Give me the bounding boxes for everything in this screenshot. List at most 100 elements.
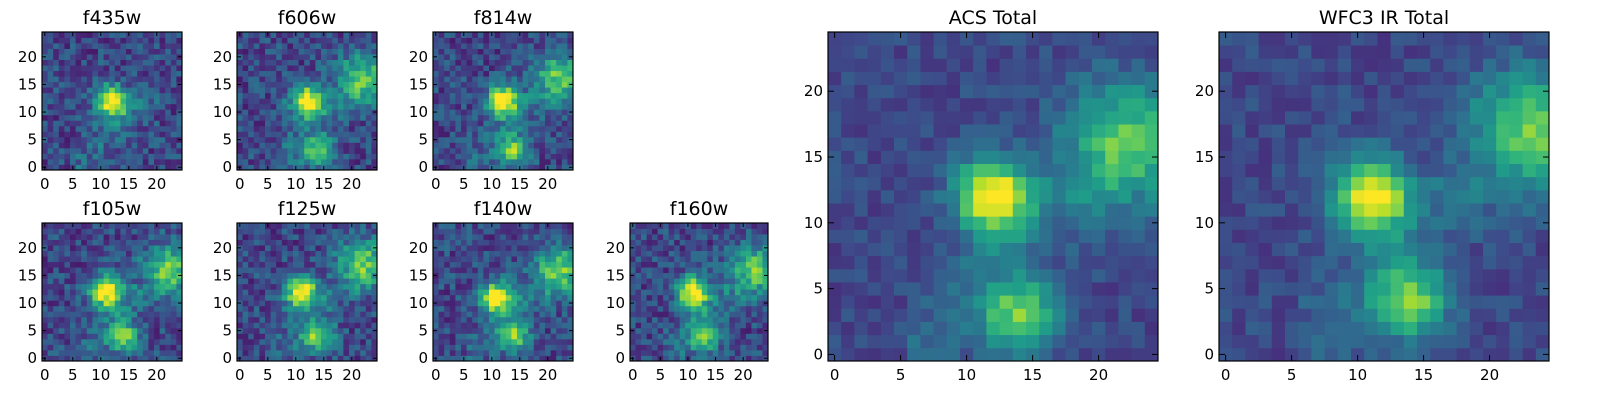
heatmap-cell: [343, 81, 350, 88]
heatmap-cell: [265, 245, 271, 251]
heatmap-cell: [483, 92, 490, 99]
heatmap-cell: [494, 272, 501, 279]
heatmap-cell: [142, 239, 149, 246]
heatmap-cell: [281, 355, 288, 362]
heatmap-cell: [505, 48, 512, 55]
heatmap-cell: [131, 81, 138, 88]
heatmap-cell: [533, 125, 540, 132]
heatmap-cell: [472, 136, 479, 143]
heatmap-cell: [690, 344, 697, 351]
heatmap-cell: [170, 158, 177, 165]
heatmap-cell: [360, 333, 367, 340]
heatmap-cell: [652, 327, 658, 334]
heatmap-cell: [337, 272, 344, 279]
heatmap-cell: [1078, 203, 1093, 217]
heatmap-cell: [165, 109, 172, 116]
heatmap-cell: [42, 87, 48, 94]
heatmap-cell: [360, 327, 367, 334]
heatmap-cell: [696, 333, 703, 340]
heatmap-cell: [237, 234, 243, 240]
heatmap-cell: [561, 256, 568, 263]
heatmap-cell: [343, 322, 350, 329]
heatmap-cell: [253, 98, 260, 105]
heatmap-cell: [920, 295, 934, 309]
heatmap-cell: [674, 223, 681, 229]
heatmap-cell: [126, 153, 132, 160]
heatmap-cell: [461, 267, 467, 274]
heatmap-cell: [663, 333, 670, 340]
heatmap-cell: [237, 114, 243, 121]
heatmap-cell: [98, 76, 104, 83]
heatmap-cell: [657, 245, 664, 251]
heatmap-cell: [729, 305, 736, 312]
heatmap-cell: [723, 256, 730, 263]
heatmap-cell: [517, 87, 523, 94]
heatmap-cell: [533, 81, 540, 88]
heatmap-cell: [142, 32, 149, 38]
heatmap-cell: [337, 349, 344, 356]
heatmap-cell: [343, 158, 350, 165]
heatmap-cell: [960, 321, 974, 336]
heatmap-cell: [466, 54, 473, 60]
heatmap-cell: [483, 245, 490, 251]
heatmap-cell: [1092, 242, 1106, 257]
heatmap-cell: [646, 223, 653, 229]
heatmap-cell: [109, 76, 116, 83]
heatmap-cell: [343, 37, 350, 44]
heatmap-cell: [880, 242, 895, 257]
heatmap-cell: [248, 355, 255, 362]
heatmap-cell: [86, 136, 93, 143]
heatmap-cell: [734, 344, 741, 351]
heatmap-cell: [712, 278, 719, 285]
heatmap-cell: [58, 76, 65, 83]
heatmap-cell: [674, 322, 681, 329]
heatmap-cell: [298, 327, 305, 334]
heatmap-cell: [165, 272, 172, 279]
heatmap-cell: [533, 311, 540, 318]
heatmap-cell: [276, 316, 283, 323]
heatmap-cell: [528, 147, 535, 154]
heatmap-cell: [433, 283, 439, 290]
heatmap-cell: [494, 43, 501, 49]
heatmap-cell: [701, 283, 708, 290]
heatmap-cell: [142, 98, 149, 105]
heatmap-cell: [973, 176, 987, 191]
heatmap-cell: [567, 338, 574, 345]
heatmap-cell: [131, 338, 138, 345]
heatmap-cell: [533, 43, 540, 49]
heatmap-cell: [265, 92, 271, 99]
heatmap-cell: [522, 92, 529, 99]
heatmap-cell: [489, 131, 495, 138]
heatmap-cell: [47, 245, 54, 251]
heatmap-cell: [343, 70, 350, 77]
heatmap-cell: [321, 245, 327, 251]
heatmap-cell: [657, 349, 664, 356]
heatmap-cell: [999, 242, 1014, 257]
heatmap-cell: [483, 114, 490, 121]
heatmap-cell: [734, 256, 741, 263]
heatmap-cell: [248, 103, 255, 110]
heatmap-cell: [707, 245, 714, 251]
heatmap-cell: [679, 316, 686, 323]
heatmap-cell: [120, 327, 127, 334]
heatmap-cell: [58, 322, 65, 329]
heatmap-cell: [237, 349, 243, 356]
heatmap-cell: [326, 294, 333, 301]
heatmap-cell: [315, 54, 322, 60]
heatmap-cell: [332, 322, 339, 329]
heatmap-cell: [539, 278, 546, 285]
heatmap-cell: [1092, 189, 1106, 204]
heatmap-cell: [58, 59, 65, 66]
heatmap-cell: [64, 278, 71, 285]
heatmap-cell: [248, 294, 255, 301]
heatmap-cell: [298, 344, 305, 351]
heatmap-cell: [137, 43, 144, 49]
heatmap-cell: [1065, 216, 1080, 230]
heatmap-cell: [740, 338, 747, 345]
heatmap-cell: [550, 322, 557, 329]
heatmap-cell: [64, 65, 71, 72]
heatmap-cell: [70, 59, 76, 66]
heatmap-cell: [148, 125, 155, 132]
heatmap-cell: [120, 54, 127, 60]
heatmap-cell: [287, 283, 294, 290]
